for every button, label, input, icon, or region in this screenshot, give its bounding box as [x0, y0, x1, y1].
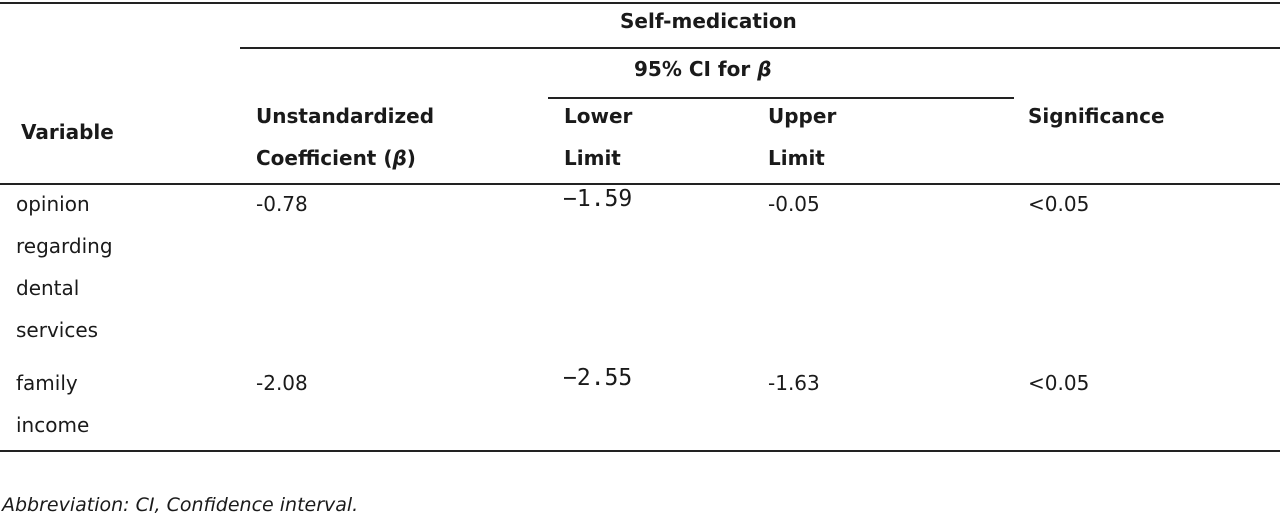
row-variable: family income	[16, 362, 89, 446]
header-bottom-rule	[0, 183, 1280, 185]
column-header-lower-limit: Lower Limit	[564, 95, 632, 179]
coef-header-line1: Unstandardized	[256, 104, 435, 128]
row-significance: <0.05	[1028, 192, 1090, 216]
row-variable: opinion regarding dental services	[16, 183, 113, 351]
column-header-coefficient: Unstandardized Coefficient (β)	[256, 95, 434, 179]
column-header-upper-limit: Upper Limit	[768, 95, 836, 179]
group-header: Self-medication	[620, 9, 797, 33]
coef-beta-symbol: β	[392, 146, 407, 170]
table-top-rule	[0, 2, 1280, 4]
variable-line: income	[16, 413, 90, 437]
row-upper-limit: -1.63	[768, 371, 820, 395]
upper-header-line2: Limit	[768, 146, 825, 170]
column-header-significance: Significance	[1028, 104, 1165, 128]
row-upper-limit: -0.05	[768, 192, 820, 216]
ci-header-rule	[548, 97, 1014, 99]
upper-header-line1: Upper	[768, 104, 837, 128]
variable-line: dental	[16, 276, 80, 300]
row-lower-limit: −1.59	[563, 186, 633, 212]
coef-header-line2: Coefficient (β)	[256, 146, 416, 170]
ci-header: 95% CI for β	[634, 48, 772, 90]
variable-line: opinion	[16, 192, 90, 216]
variable-line: services	[16, 318, 99, 342]
footnote: Abbreviation: CI, Confidence interval.	[2, 494, 359, 516]
row-coefficient: -0.78	[256, 192, 308, 216]
ci-beta-symbol: β	[757, 57, 772, 81]
table-bottom-rule	[0, 450, 1280, 452]
row-significance: <0.05	[1028, 371, 1090, 395]
lower-header-line2: Limit	[564, 146, 621, 170]
column-header-variable: Variable	[21, 120, 114, 144]
group-header-rule	[240, 47, 1280, 49]
row-lower-limit: −2.55	[563, 365, 633, 391]
lower-header-line1: Lower	[564, 104, 633, 128]
variable-line: family	[16, 371, 78, 395]
variable-line: regarding	[16, 234, 113, 258]
ci-header-label: 95% CI for	[634, 57, 751, 81]
row-coefficient: -2.08	[256, 371, 308, 395]
